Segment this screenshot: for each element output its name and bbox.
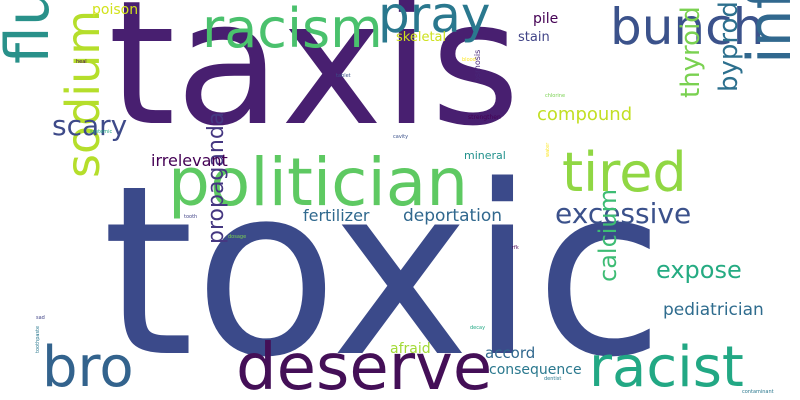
word-politician: politician bbox=[168, 144, 469, 221]
word-accord: accord bbox=[485, 344, 536, 362]
word-sodium: sodium bbox=[56, 9, 110, 178]
word-cavity: cavity bbox=[393, 134, 409, 140]
word-thyroid: thyroid bbox=[676, 6, 706, 98]
word-tooth: tooth bbox=[184, 214, 198, 220]
word-irrelevant: irrelevant bbox=[151, 151, 228, 170]
word-decay: decay bbox=[470, 325, 486, 331]
word-inflation: inflation bbox=[735, 0, 800, 64]
word-racism: racism bbox=[202, 0, 383, 60]
word-toxic: toxic bbox=[102, 136, 665, 400]
word-rfk: rfk bbox=[512, 245, 519, 251]
word-fertilizer: fertilizer bbox=[303, 206, 370, 225]
word-heal: heal bbox=[76, 59, 87, 65]
word-osmosis: osmosis bbox=[473, 49, 482, 82]
word-afraid: afraid bbox=[390, 341, 431, 357]
word-sad: sad bbox=[36, 315, 45, 321]
word-pediatrician: pediatrician bbox=[663, 300, 764, 320]
word-stain: stain bbox=[518, 30, 550, 45]
word-deserve: deserve bbox=[236, 331, 493, 400]
word-systemic: systemic bbox=[90, 129, 113, 135]
word-skeletal: skeletal bbox=[396, 30, 447, 45]
word-compound: compound bbox=[537, 104, 633, 125]
word-bunch: bunch bbox=[610, 0, 765, 56]
word-toothpaste: toothpaste bbox=[35, 325, 41, 353]
word-byproduct: byproduct bbox=[714, 0, 744, 92]
word-pray: pray bbox=[378, 0, 491, 44]
word-fluorosis: fluorosis bbox=[0, 0, 63, 64]
word-tablet: tablet bbox=[336, 73, 351, 79]
word-pile: pile bbox=[533, 11, 559, 27]
word-scary: scary bbox=[52, 109, 128, 142]
word-consequence: consequence bbox=[489, 362, 582, 378]
word-expose: expose bbox=[656, 256, 742, 284]
word-propaganda: propaganda bbox=[204, 111, 229, 244]
word-strengthen: strengthen bbox=[468, 114, 501, 121]
word-tired: tired bbox=[562, 141, 687, 204]
word-poison: poison bbox=[92, 2, 139, 18]
word-water: water bbox=[545, 142, 551, 157]
word-chlorine: chlorine bbox=[545, 93, 566, 99]
word-dosage: dosage bbox=[228, 234, 247, 240]
word-excessive: excessive bbox=[555, 197, 692, 230]
word-contaminant: contaminant bbox=[742, 389, 774, 395]
word-mineral: mineral bbox=[464, 149, 506, 162]
word-taxis: taxis bbox=[108, 0, 521, 164]
word-blood: blood bbox=[462, 57, 476, 63]
word-bro: bro bbox=[42, 335, 134, 400]
word-dentist: dentist bbox=[544, 376, 562, 382]
word-racist: racist bbox=[589, 335, 744, 400]
word-deportation: deportation bbox=[403, 206, 503, 226]
word-calcium: calcium bbox=[594, 188, 622, 282]
